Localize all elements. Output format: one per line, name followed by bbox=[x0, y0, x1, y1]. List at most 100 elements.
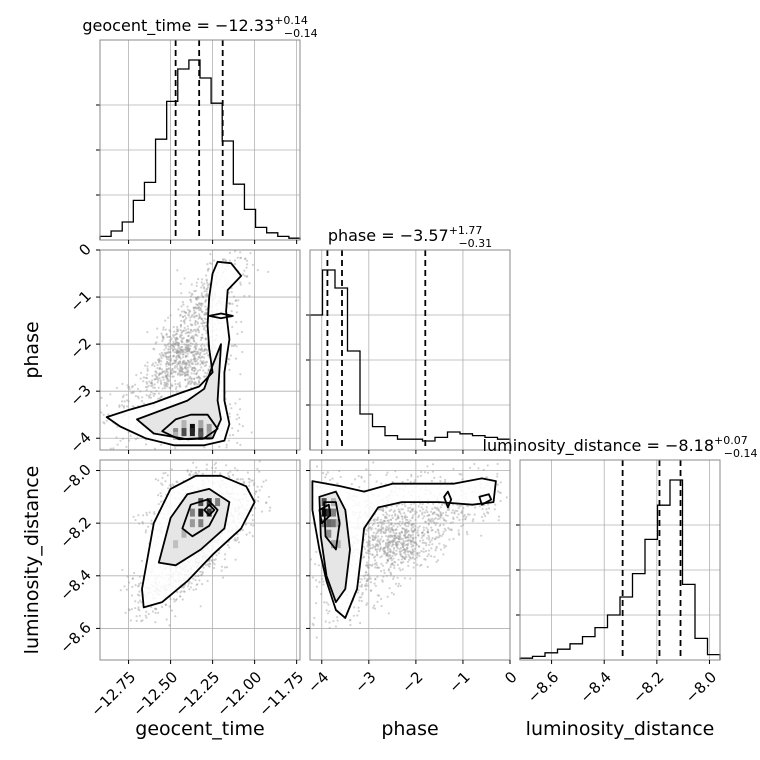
scatter-point bbox=[400, 543, 404, 546]
scatter-point bbox=[184, 332, 187, 335]
scatter-point bbox=[436, 514, 440, 517]
scatter-point bbox=[181, 361, 184, 364]
scatter-point bbox=[181, 315, 185, 318]
scatter-point bbox=[432, 463, 435, 466]
scatter-point bbox=[194, 307, 198, 310]
scatter-point bbox=[392, 531, 395, 534]
scatter-point bbox=[371, 527, 374, 530]
scatter-point bbox=[200, 366, 203, 369]
scatter-point bbox=[185, 346, 188, 349]
scatter-point bbox=[381, 579, 384, 582]
scatter-point bbox=[194, 345, 197, 348]
scatter-point bbox=[367, 556, 371, 559]
scatter-point bbox=[200, 294, 203, 297]
scatter-point bbox=[167, 351, 170, 354]
scatter-point bbox=[368, 544, 371, 547]
scatter-point bbox=[188, 361, 191, 364]
scatter-point bbox=[158, 372, 161, 375]
scatter-point bbox=[425, 544, 428, 547]
scatter-point bbox=[154, 607, 157, 611]
scatter-point bbox=[144, 376, 147, 379]
scatter-point bbox=[378, 549, 381, 553]
scatter-point bbox=[124, 611, 127, 614]
contour-phase-vs-luminosity-distance-4 bbox=[443, 490, 453, 509]
scatter-point bbox=[320, 592, 323, 596]
scatter-point bbox=[381, 548, 384, 551]
scatter-point bbox=[385, 525, 388, 528]
scatter-point bbox=[251, 535, 254, 538]
scatter-point bbox=[196, 321, 199, 324]
scatter-point bbox=[424, 521, 427, 524]
scatter-point bbox=[386, 546, 389, 550]
scatter-point bbox=[154, 373, 157, 377]
scatter-point bbox=[141, 396, 144, 399]
scatter-point bbox=[137, 608, 140, 611]
scatter-point bbox=[162, 328, 165, 331]
scatter-point bbox=[193, 350, 196, 353]
scatter-point bbox=[189, 319, 192, 322]
scatter-point bbox=[180, 367, 183, 370]
scatter-point bbox=[394, 470, 397, 473]
scatter-point bbox=[396, 525, 399, 528]
scatter-point bbox=[253, 482, 256, 485]
scatter-point bbox=[384, 531, 387, 534]
scatter-point bbox=[228, 415, 231, 418]
scatter-point bbox=[186, 469, 189, 472]
scatter-point bbox=[406, 530, 409, 533]
scatter-point bbox=[204, 338, 207, 341]
scatter-point bbox=[382, 546, 385, 549]
scatter-point bbox=[234, 299, 238, 302]
scatter-point bbox=[161, 476, 164, 479]
scatter-point bbox=[198, 316, 202, 319]
scatter-point bbox=[203, 313, 206, 316]
scatter-point bbox=[267, 495, 271, 498]
scatter-point bbox=[446, 508, 449, 511]
scatter-point bbox=[160, 368, 164, 371]
scatter-point bbox=[425, 509, 428, 512]
scatter-point bbox=[380, 562, 383, 566]
scatter-point bbox=[487, 507, 490, 510]
scatter-point bbox=[189, 310, 192, 313]
scatter-point bbox=[410, 524, 413, 527]
scatter-point bbox=[146, 368, 149, 371]
scatter-point bbox=[364, 547, 367, 550]
scatter-point bbox=[172, 349, 175, 352]
scatter-point bbox=[435, 513, 438, 516]
scatter-point bbox=[430, 526, 433, 529]
scatter-point bbox=[457, 532, 460, 535]
scatter-point bbox=[210, 262, 213, 265]
scatter-point bbox=[132, 391, 135, 394]
scatter-point bbox=[242, 481, 246, 484]
scatter-point bbox=[364, 585, 367, 588]
scatter-point bbox=[137, 606, 140, 609]
scatter-point bbox=[186, 348, 190, 351]
scatter-point bbox=[372, 606, 375, 609]
scatter-point bbox=[188, 311, 191, 314]
scatter-point bbox=[385, 554, 388, 557]
scatter-point bbox=[201, 310, 204, 313]
scatter-point bbox=[157, 479, 160, 482]
scatter-point bbox=[162, 472, 165, 475]
scatter-point bbox=[150, 391, 153, 394]
scatter-point bbox=[433, 538, 436, 541]
scatter-point bbox=[365, 582, 368, 586]
scatter-point bbox=[180, 340, 184, 343]
scatter-point bbox=[180, 337, 183, 340]
scatter-point bbox=[396, 576, 399, 579]
scatter-point bbox=[198, 302, 201, 305]
scatter-point bbox=[203, 364, 206, 368]
scatter-point bbox=[169, 386, 172, 390]
scatter-point bbox=[399, 512, 402, 515]
scatter-point bbox=[379, 556, 382, 559]
scatter-point bbox=[398, 531, 401, 535]
scatter-point bbox=[395, 546, 398, 549]
scatter-point bbox=[177, 362, 180, 365]
scatter-point bbox=[393, 534, 396, 537]
scatter-point bbox=[140, 400, 143, 403]
scatter-point bbox=[373, 538, 377, 541]
scatter-point bbox=[213, 563, 216, 566]
scatter-point bbox=[194, 350, 197, 353]
scatter-point bbox=[238, 398, 241, 401]
scatter-point bbox=[196, 583, 199, 586]
scatter-point bbox=[186, 325, 189, 328]
